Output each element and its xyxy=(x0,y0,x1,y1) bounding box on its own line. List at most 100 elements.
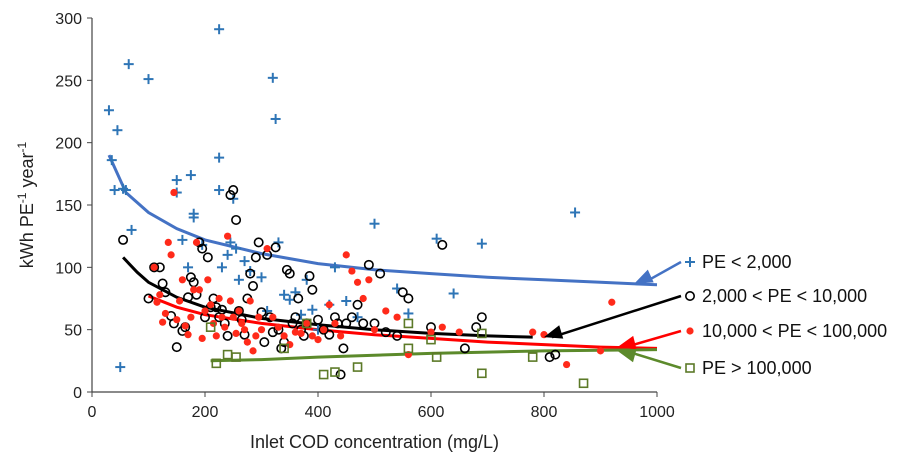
data-point xyxy=(267,72,278,83)
y-tick-label: 250 xyxy=(55,73,82,90)
data-point xyxy=(171,175,182,186)
data-point xyxy=(222,330,233,341)
data-point xyxy=(369,218,380,229)
data-point xyxy=(263,245,271,253)
data-point xyxy=(170,188,178,197)
data-point xyxy=(120,185,131,196)
data-point xyxy=(307,304,318,315)
y-axis-title: kWh PE-1 year-1 xyxy=(15,141,37,268)
data-point xyxy=(197,243,208,254)
data-point xyxy=(393,313,401,321)
data-point xyxy=(358,318,369,329)
data-point xyxy=(222,349,233,360)
data-point xyxy=(231,243,242,254)
data-point xyxy=(426,334,436,345)
data-point xyxy=(238,319,246,328)
data-point xyxy=(235,307,243,315)
trendlines xyxy=(107,154,658,363)
data-point xyxy=(397,287,408,298)
data-point xyxy=(330,367,340,377)
data-point xyxy=(596,347,605,355)
data-point xyxy=(527,352,538,362)
data-point xyxy=(320,326,328,334)
data-point xyxy=(106,155,117,166)
legend-arrow-head xyxy=(634,269,654,284)
data-point xyxy=(177,234,188,245)
data-point xyxy=(255,313,263,321)
data-point xyxy=(346,312,357,323)
data-point xyxy=(438,323,446,331)
data-point xyxy=(303,319,311,328)
data-point xyxy=(195,286,203,294)
data-point xyxy=(335,369,346,380)
data-point xyxy=(164,238,172,246)
data-point xyxy=(211,358,222,369)
data-point xyxy=(359,294,367,303)
trendline-3 xyxy=(210,348,658,363)
data-point xyxy=(341,318,352,329)
data-point xyxy=(370,326,379,334)
data-point xyxy=(338,343,349,354)
x-tick-label: 1000 xyxy=(639,404,675,421)
data-point xyxy=(202,252,213,263)
legend-item-3: PE > 100,000 xyxy=(617,348,812,378)
y-tick-label: 200 xyxy=(55,136,82,153)
data-point xyxy=(352,362,363,372)
y-tick-label: 150 xyxy=(55,198,82,215)
data-point xyxy=(269,313,277,321)
x-axis-title: Inlet COD concentration (mg/L) xyxy=(250,432,499,452)
data-point xyxy=(274,323,283,331)
x-tick-label: 800 xyxy=(531,404,558,421)
data-point xyxy=(259,337,270,348)
data-point xyxy=(248,281,259,292)
data-point xyxy=(225,190,236,201)
data-point xyxy=(226,297,235,305)
legend-item-0: PE < 2,000 xyxy=(634,252,792,285)
data-point xyxy=(123,59,134,70)
data-point xyxy=(284,294,295,305)
data-point xyxy=(233,274,244,285)
data-point xyxy=(183,262,194,273)
data-point xyxy=(167,251,175,259)
data-point xyxy=(270,242,281,253)
axes: 0 200 400 600 800 1000 0 50 100 150 200 250 300 Inlet… xyxy=(15,11,675,452)
data-point xyxy=(187,313,195,321)
data-point xyxy=(427,328,435,336)
trendline-0 xyxy=(107,154,658,287)
data-point xyxy=(471,322,482,333)
data-point xyxy=(314,336,322,344)
legend-marker xyxy=(685,257,695,267)
data-point xyxy=(214,152,225,163)
data-point xyxy=(215,294,223,303)
data-point xyxy=(205,322,216,332)
data-points xyxy=(103,24,616,389)
data-point xyxy=(301,318,312,329)
data-point xyxy=(365,276,373,284)
legend-label: PE > 100,000 xyxy=(702,358,812,378)
data-point xyxy=(308,332,316,340)
data-point xyxy=(184,331,192,339)
data-point xyxy=(318,369,329,380)
data-point xyxy=(221,323,229,331)
data-point xyxy=(161,309,170,318)
data-point xyxy=(297,329,305,338)
data-point xyxy=(150,263,158,271)
data-point xyxy=(477,328,487,339)
data-point xyxy=(403,318,414,329)
data-point xyxy=(250,252,261,263)
data-point xyxy=(476,312,487,323)
data-point xyxy=(185,170,196,181)
data-point xyxy=(112,125,123,136)
data-point xyxy=(382,307,390,315)
data-point xyxy=(392,330,403,341)
data-point xyxy=(240,326,249,334)
data-point xyxy=(280,332,288,340)
data-point xyxy=(353,278,362,286)
legend-label: PE < 2,000 xyxy=(702,252,792,272)
data-point xyxy=(296,309,307,320)
data-point xyxy=(312,314,323,325)
legend-arrow-head xyxy=(544,325,564,339)
data-point xyxy=(246,297,254,305)
data-point xyxy=(198,334,206,342)
data-point xyxy=(431,352,442,362)
